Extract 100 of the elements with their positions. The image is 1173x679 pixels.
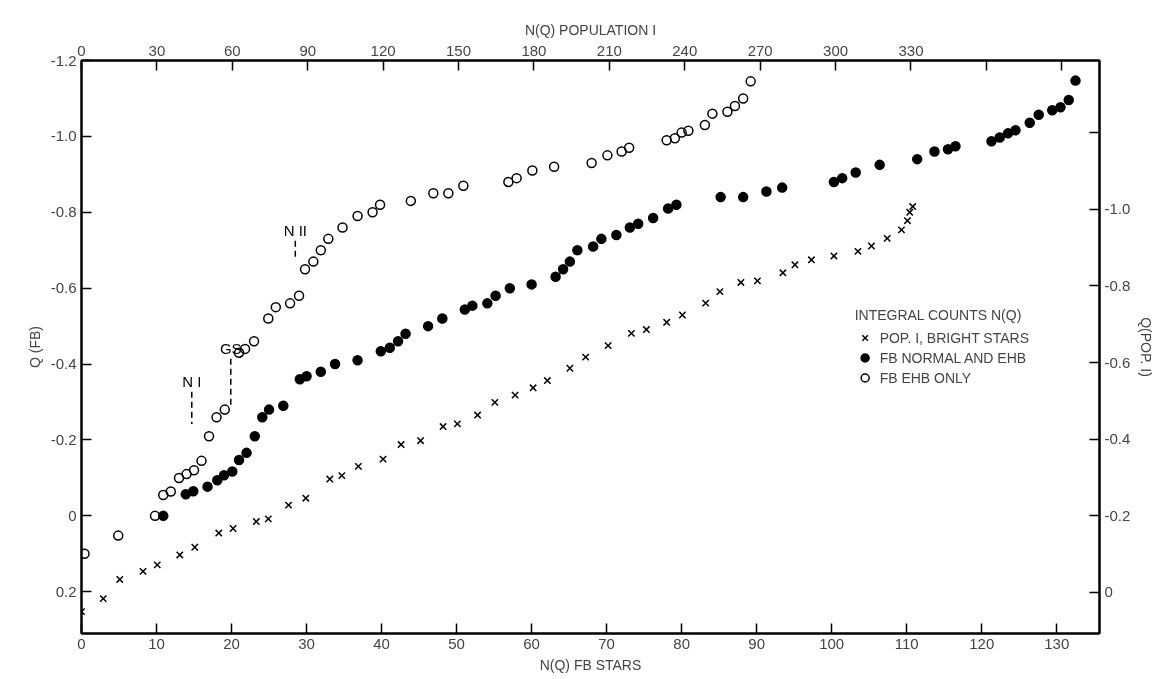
x2-tick-label: 270 xyxy=(747,41,773,59)
point xyxy=(676,127,687,138)
y-tick-label: -0.4 xyxy=(50,355,77,373)
point xyxy=(263,313,274,324)
y-axis-title: Q (FB) xyxy=(26,326,43,368)
point xyxy=(323,233,334,245)
x2-tick-label: 60 xyxy=(223,41,241,59)
point xyxy=(181,468,192,480)
annotation: N I xyxy=(182,372,202,390)
point xyxy=(337,222,348,233)
point xyxy=(270,301,282,313)
y2-tick-label: 0 xyxy=(1104,583,1113,601)
point xyxy=(602,150,613,161)
point xyxy=(627,329,636,338)
point xyxy=(397,440,406,449)
point xyxy=(203,430,215,442)
legend-label: POP. I, BRIGHT STARS xyxy=(879,329,1029,345)
x-tick-label: 100 xyxy=(819,634,845,652)
y-tick-label: -0.2 xyxy=(50,430,77,448)
point xyxy=(458,180,469,191)
point xyxy=(293,290,305,302)
point xyxy=(616,146,627,157)
x-tick-label: 80 xyxy=(673,634,690,652)
y-tick-label: -0.6 xyxy=(50,279,77,297)
point xyxy=(511,391,520,400)
x2-tick-label: 120 xyxy=(370,41,396,59)
point xyxy=(745,76,756,87)
point xyxy=(374,199,386,210)
point xyxy=(165,486,177,497)
point xyxy=(196,455,207,467)
point xyxy=(284,298,296,309)
point xyxy=(190,543,199,552)
point xyxy=(511,172,522,184)
point xyxy=(379,455,388,464)
x-tick-label: 70 xyxy=(598,634,615,652)
point xyxy=(699,119,711,131)
point xyxy=(683,125,694,136)
point xyxy=(428,188,439,199)
point xyxy=(248,336,260,347)
point xyxy=(416,436,425,445)
x-tick-label: 10 xyxy=(148,634,165,652)
y2-tick-label: -0.8 xyxy=(1104,276,1131,294)
x2-tick-label: 330 xyxy=(898,41,924,59)
x-axis-title: N(Q) FB STARS xyxy=(539,656,642,673)
legend-label: FB EHB ONLY xyxy=(879,369,972,385)
x2-tick-label: 210 xyxy=(596,41,622,59)
y2-tick-label: -1.0 xyxy=(1104,200,1131,218)
point xyxy=(337,471,346,480)
point xyxy=(211,411,222,423)
x2-tick-label: 150 xyxy=(446,41,472,59)
x2-tick-label: 300 xyxy=(823,41,849,59)
point xyxy=(188,465,200,476)
y2-tick-label: -0.6 xyxy=(1104,353,1131,371)
point xyxy=(284,501,293,510)
point xyxy=(439,422,448,431)
point xyxy=(301,494,310,503)
point xyxy=(707,108,718,119)
point xyxy=(149,510,161,522)
point xyxy=(548,161,560,172)
x-tick-label: 50 xyxy=(448,634,465,652)
point xyxy=(113,530,124,541)
x2-tick-label: 180 xyxy=(521,41,547,59)
y2-tick-label: -0.4 xyxy=(1104,430,1131,448)
point xyxy=(405,195,417,207)
x2-tick-label: 240 xyxy=(672,41,698,59)
x-tick-label: 20 xyxy=(223,634,240,652)
point xyxy=(473,411,482,419)
y-tick-label: -1.2 xyxy=(50,51,77,69)
point xyxy=(453,419,462,428)
point xyxy=(905,208,914,217)
x-tick-label: 120 xyxy=(969,634,995,652)
point xyxy=(661,134,672,146)
y2-tick-label: -0.2 xyxy=(1104,506,1131,524)
y-tick-label: -1.0 xyxy=(50,127,77,145)
annotation: N II xyxy=(283,221,307,239)
point xyxy=(830,252,838,260)
x2-axis-title: N(Q) POPULATION I xyxy=(524,21,657,38)
point xyxy=(158,489,169,501)
y-tick-label: 0 xyxy=(68,506,77,524)
point xyxy=(669,133,681,144)
point xyxy=(173,472,185,484)
legend-label: FB NORMAL AND EHB xyxy=(879,349,1027,365)
point xyxy=(490,398,499,407)
point xyxy=(219,404,231,415)
y-tick-label: -0.8 xyxy=(50,203,77,221)
point xyxy=(315,244,327,256)
x2-tick-label: 30 xyxy=(148,41,166,59)
x-tick-label: 130 xyxy=(1044,634,1070,652)
point xyxy=(737,93,749,104)
point xyxy=(503,176,514,188)
point xyxy=(527,165,538,176)
point xyxy=(325,475,334,483)
x-tick-label: 60 xyxy=(523,634,540,652)
x-tick-label: 30 xyxy=(298,634,315,652)
x-tick-label: 90 xyxy=(748,634,766,652)
point xyxy=(623,142,635,154)
y2-axis-title: Q(POP. I) xyxy=(1138,317,1155,377)
x2-tick-label: 90 xyxy=(299,41,317,59)
point xyxy=(722,106,733,117)
point xyxy=(81,548,90,560)
